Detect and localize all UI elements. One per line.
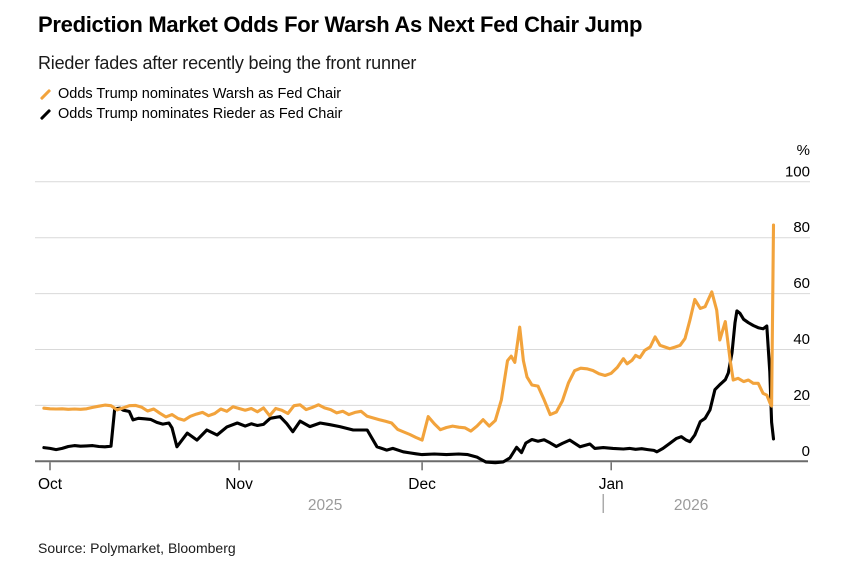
source-note: Source: Polymarket, Bloomberg (38, 540, 236, 556)
rieder-series-line (42, 309, 776, 465)
x-tick-label-oct: Oct (38, 476, 63, 493)
warsh-series-line (42, 223, 776, 442)
rieder-slash-marker-icon (39, 108, 52, 120)
chart-legend: Odds Trump nominates Warsh as Fed Chair … (38, 84, 343, 124)
year-label-2026: 2026 (674, 497, 708, 514)
legend-item-rieder: Odds Trump nominates Rieder as Fed Chair (38, 104, 343, 124)
x-tick-label-dec: Dec (408, 476, 436, 493)
x-tick-label-nov: Nov (225, 476, 253, 493)
chart-subtitle: Rieder fades after recently being the fr… (38, 53, 417, 73)
warsh-slash-marker-icon (39, 88, 52, 100)
y-tick-label-40: 40 (793, 331, 810, 348)
legend-label-warsh: Odds Trump nominates Warsh as Fed Chair (58, 86, 342, 102)
y-tick-label-20: 20 (793, 387, 810, 404)
y-tick-label-80: 80 (793, 219, 810, 236)
y-tick-label-0: 0 (802, 443, 810, 460)
y-axis-unit-label: % (797, 142, 810, 159)
y-tick-label-60: 60 (793, 275, 810, 292)
legend-label-rieder: Odds Trump nominates Rieder as Fed Chair (58, 106, 343, 122)
x-tick-label-jan: Jan (599, 476, 624, 493)
y-tick-label-100: 100 (785, 163, 810, 180)
chart-title: Prediction Market Odds For Warsh As Next… (38, 12, 643, 37)
year-label-2025: 2025 (308, 497, 342, 514)
legend-item-warsh: Odds Trump nominates Warsh as Fed Chair (38, 84, 343, 104)
